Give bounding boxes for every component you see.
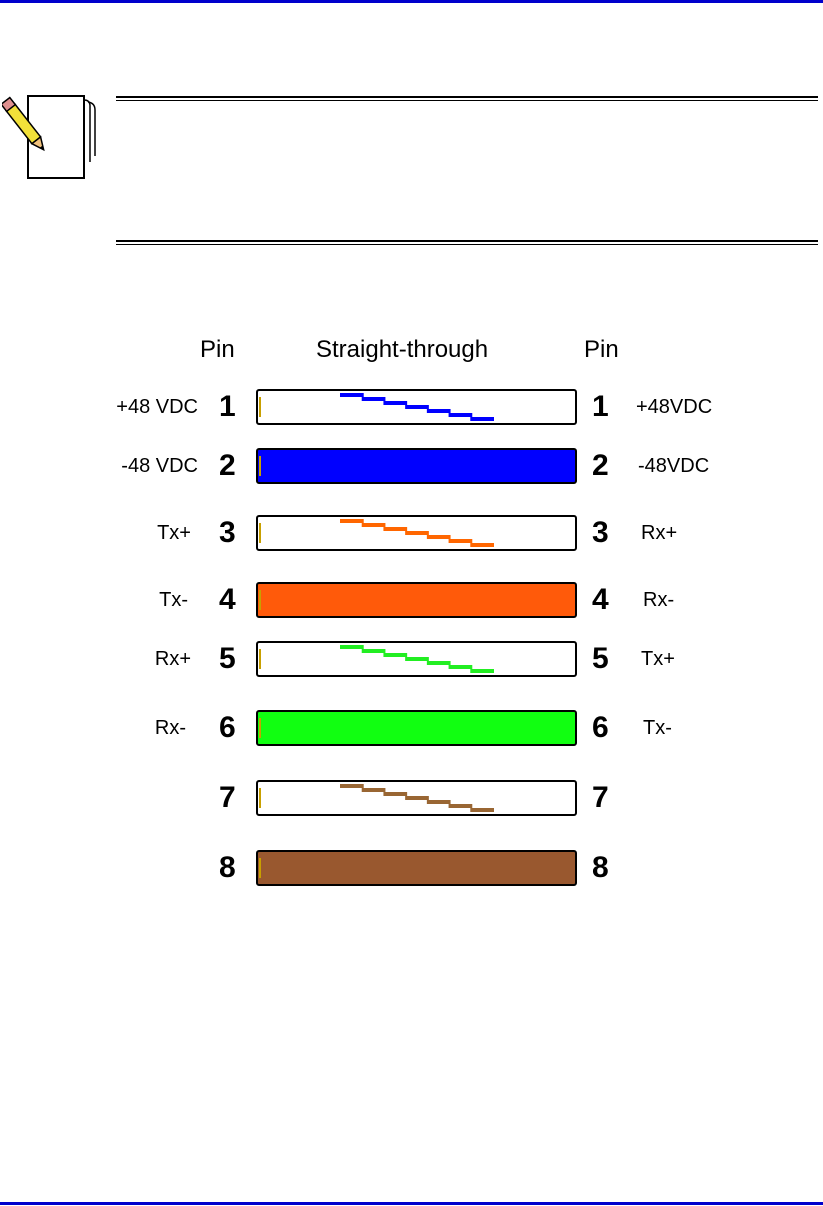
left-pin-number: 1: [219, 390, 236, 423]
left-pin-number: 2: [219, 449, 236, 482]
right-signal-label: Rx+: [641, 522, 678, 544]
right-pin-number: 5: [592, 642, 609, 675]
page-top-rule: [0, 0, 823, 3]
left-pin-number: 4: [219, 583, 236, 616]
wire-stripe: [426, 409, 451, 413]
wire-segment: [256, 780, 577, 816]
wire-stripe: [426, 800, 451, 804]
wire-stripe: [426, 535, 451, 539]
left-signal-label: Tx-: [159, 589, 188, 611]
wire-stripe: [361, 397, 386, 401]
right-signal-label: +48VDC: [636, 396, 713, 418]
wire-stripe: [448, 665, 473, 669]
pin-row-1: +48 VDC 1 1 +48VDC: [0, 387, 823, 427]
wire-stripe: [383, 653, 408, 657]
wire-body: [256, 582, 577, 618]
wire-stripe: [340, 645, 364, 649]
right-signal-label: Tx-: [643, 717, 672, 739]
wire-stripe: [383, 792, 408, 796]
wire-stripe: [361, 523, 386, 527]
left-pin-number: 8: [219, 851, 236, 884]
left-pin-number: 5: [219, 642, 236, 675]
wire-stripe: [383, 527, 408, 531]
wire-stripe: [448, 539, 473, 543]
page-bottom-rule: [0, 1202, 823, 1205]
wire-stripe: [426, 661, 451, 665]
diagram-title: Straight-through: [316, 336, 489, 363]
left-signal-label: Tx+: [157, 522, 191, 544]
pin-row-3: Tx+ 3 3 Rx+: [0, 513, 823, 553]
wire-segment: [256, 850, 577, 886]
pin-header-left: Pin: [200, 336, 235, 363]
right-pin-number: 4: [592, 583, 609, 616]
wire-stripe: [405, 405, 429, 409]
wire-segment: [256, 448, 577, 484]
wire-body: [256, 448, 577, 484]
right-pin-number: 1: [592, 390, 609, 423]
pin-row-7: 7 7: [0, 778, 823, 818]
pin-row-4: Tx- 4 4 Rx-: [0, 580, 823, 620]
pin-row-6: Rx- 6 6 Tx-: [0, 708, 823, 748]
wire-stripe: [470, 417, 494, 421]
wire-body: [256, 710, 577, 746]
left-signal-label: Rx+: [154, 648, 191, 670]
right-pin-number: 3: [592, 516, 609, 549]
wire-body: [256, 850, 577, 886]
left-signal-label: +48 VDC: [116, 396, 198, 418]
right-pin-number: 6: [592, 711, 609, 744]
right-signal-label: -48VDC: [638, 455, 710, 477]
notepad-pencil-icon: [2, 95, 96, 179]
wire-stripe: [383, 401, 408, 405]
pin-row-8: 8 8: [0, 848, 823, 888]
left-pin-number: 7: [219, 781, 236, 814]
note-top-rule: [116, 96, 818, 101]
wire-stripe: [470, 669, 494, 673]
left-pin-number: 3: [219, 516, 236, 549]
wire-segment: [256, 641, 577, 677]
pin-row-5: Rx+ 5 5 Tx+: [0, 639, 823, 679]
wire-segment: [256, 710, 577, 746]
wire-stripe: [405, 796, 429, 800]
wire-stripe: [448, 413, 473, 417]
left-signal-label: Rx-: [154, 717, 186, 739]
wire-stripe: [405, 657, 429, 661]
wire-segment: [256, 515, 577, 551]
wire-stripe: [361, 649, 386, 653]
wire-stripe: [340, 393, 364, 397]
right-pin-number: 8: [592, 851, 609, 884]
wire-stripe: [340, 519, 364, 523]
wire-stripe: [448, 804, 473, 808]
wire-segment: [256, 389, 577, 425]
pin-row-2: -48 VDC 2 2 -48VDC: [0, 446, 823, 486]
right-signal-label: Tx+: [641, 648, 675, 670]
wire-stripe: [470, 808, 494, 812]
wire-stripe: [405, 531, 429, 535]
right-signal-label: Rx-: [643, 589, 675, 611]
wire-stripe: [361, 788, 386, 792]
wire-stripe: [470, 543, 494, 547]
left-pin-number: 6: [219, 711, 236, 744]
wire-stripe: [340, 784, 364, 788]
wire-segment: [256, 582, 577, 618]
right-pin-number: 7: [592, 781, 609, 814]
pin-header-right: Pin: [584, 336, 619, 363]
note-bottom-rule: [116, 240, 818, 245]
right-pin-number: 2: [592, 449, 609, 482]
left-signal-label: -48 VDC: [121, 455, 198, 477]
